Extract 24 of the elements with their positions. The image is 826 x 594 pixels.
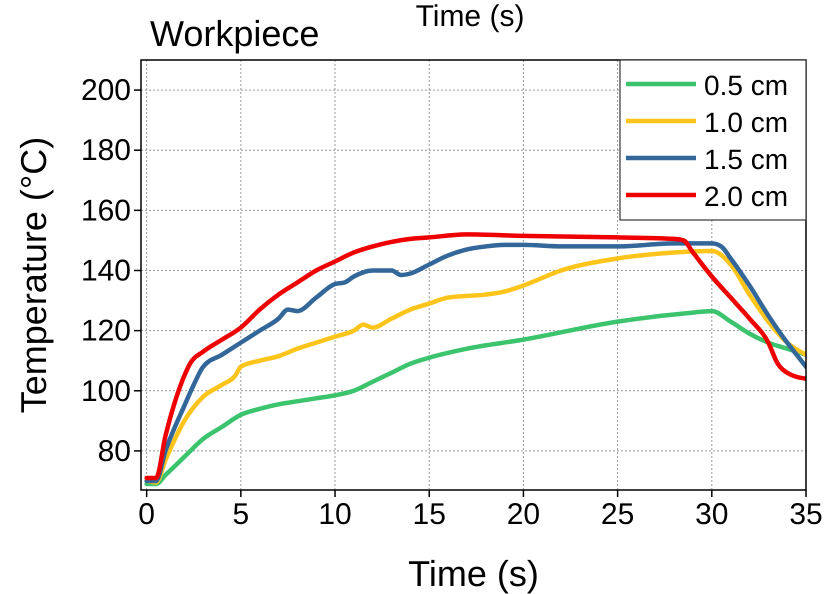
legend-label: 1.0 cm bbox=[704, 107, 788, 138]
legend-label: 0.5 cm bbox=[704, 70, 788, 101]
x-tick-label: 30 bbox=[695, 498, 728, 531]
y-tick-label: 180 bbox=[80, 134, 131, 168]
chart-title: Workpiece bbox=[150, 13, 320, 54]
legend-label: 1.5 cm bbox=[704, 144, 788, 175]
x-tick-label: 15 bbox=[412, 498, 446, 531]
x-tick-label: 5 bbox=[232, 498, 250, 531]
x-tick-label: 0 bbox=[138, 498, 155, 531]
y-tick-label: 120 bbox=[80, 314, 131, 348]
y-tick-label: 140 bbox=[80, 254, 131, 288]
x-tick-label: 10 bbox=[318, 498, 352, 531]
y-axis-title: Temperature (°C) bbox=[13, 136, 54, 414]
line-series bbox=[144, 308, 806, 486]
x-axis-title: Time (s) bbox=[408, 553, 539, 594]
x-tick-label: 25 bbox=[600, 498, 634, 531]
y-tick-label: 100 bbox=[80, 374, 131, 408]
x-tick-label: 35 bbox=[789, 498, 823, 531]
y-tick-label: 160 bbox=[80, 194, 131, 228]
y-tick-label: 200 bbox=[80, 74, 131, 108]
x-tick-label: 20 bbox=[506, 498, 540, 531]
y-tick-label: 80 bbox=[98, 434, 131, 468]
text: Time (s) bbox=[416, 0, 524, 33]
legend-label: 2.0 cm bbox=[704, 181, 788, 212]
